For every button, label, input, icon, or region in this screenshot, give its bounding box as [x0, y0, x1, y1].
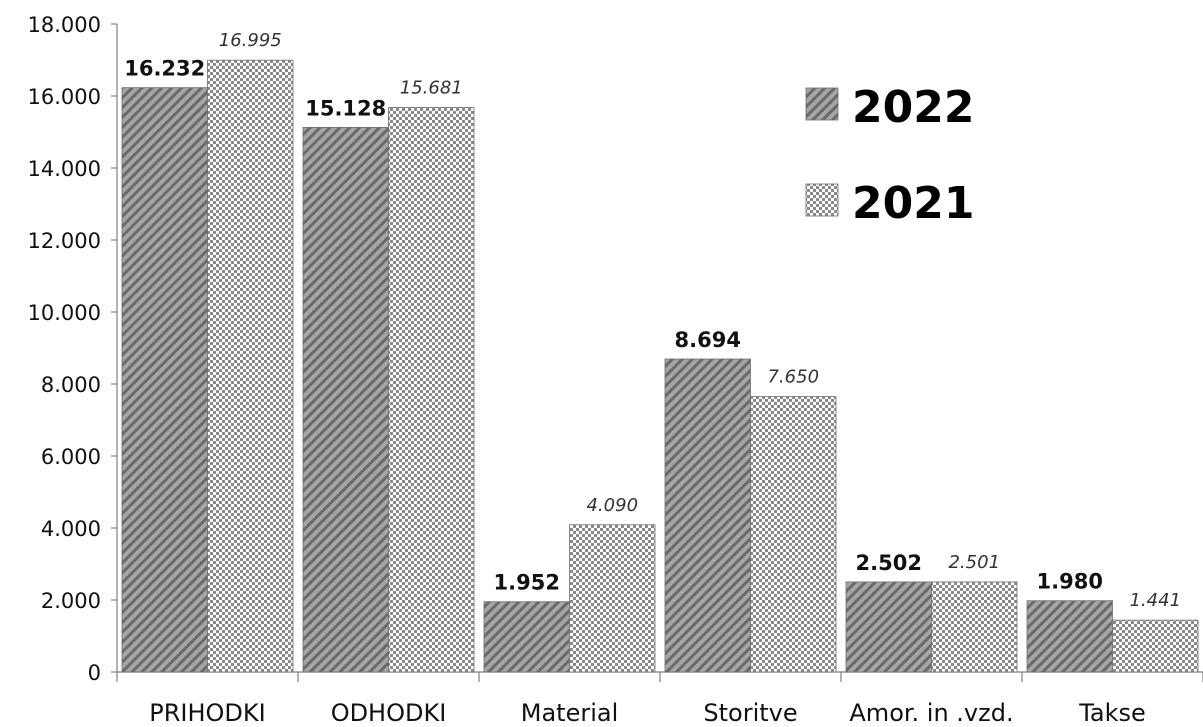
y-tick-label: 0	[88, 661, 101, 685]
legend: 2022 2021	[805, 82, 974, 229]
x-tick-label: Amor. in .vzd.	[849, 699, 1013, 727]
data-labels: 16.232 15.128 1.952 8.694 2.502 1.980 16.995 15…	[124, 30, 1181, 611]
data-label: 15.681	[400, 77, 463, 98]
y-tick-label: 16.000	[28, 85, 101, 109]
y-tick-label: 2.000	[41, 589, 101, 613]
data-label: 1.441	[1129, 590, 1181, 611]
y-axis: 0 2.000 4.000 6.000 8.000 10.000 12.000 14.000 1…	[28, 13, 118, 685]
bar	[664, 358, 751, 673]
y-tick-label: 18.000	[28, 13, 101, 37]
data-label: 2.502	[856, 551, 922, 575]
y-tick-label: 14.000	[28, 157, 101, 181]
data-label: 1.980	[1037, 570, 1103, 594]
y-tick-label: 8.000	[41, 373, 101, 397]
bar	[207, 59, 294, 673]
bar	[121, 87, 208, 673]
data-label: 8.694	[675, 328, 741, 352]
y-tick-label: 10.000	[28, 301, 101, 325]
bar	[1026, 600, 1113, 673]
y-tick-label: 12.000	[28, 229, 101, 253]
bar	[569, 524, 656, 673]
legend-label: 2022	[852, 82, 974, 133]
bar	[1112, 619, 1199, 673]
data-label: 15.128	[305, 96, 386, 120]
x-tick-label: Takse	[1078, 699, 1146, 727]
bar	[750, 396, 837, 673]
y-tick-label: 4.000	[41, 517, 101, 541]
bar	[931, 581, 1018, 673]
x-tick-label: ODHODKI	[331, 699, 447, 727]
data-label: 1.952	[494, 571, 560, 595]
data-label: 16.232	[124, 57, 205, 81]
data-label: 16.995	[219, 30, 282, 51]
legend-swatch	[805, 87, 839, 121]
bar	[302, 126, 389, 673]
x-axis: PRIHODKI ODHODKI Material Storitve Amor. in …	[116, 671, 1203, 727]
data-label: 2.501	[948, 552, 1000, 573]
bar	[483, 601, 570, 673]
bars	[121, 59, 1199, 673]
x-tick-label: Storitve	[703, 699, 797, 727]
bar	[388, 107, 475, 673]
x-tick-label: Material	[521, 699, 619, 727]
y-tick-label: 6.000	[41, 445, 101, 469]
data-label: 4.090	[586, 495, 638, 516]
x-tick-label: PRIHODKI	[149, 699, 265, 727]
data-label: 7.650	[767, 367, 819, 388]
legend-label: 2021	[852, 178, 974, 229]
bar	[845, 581, 932, 673]
legend-swatch	[805, 183, 839, 217]
